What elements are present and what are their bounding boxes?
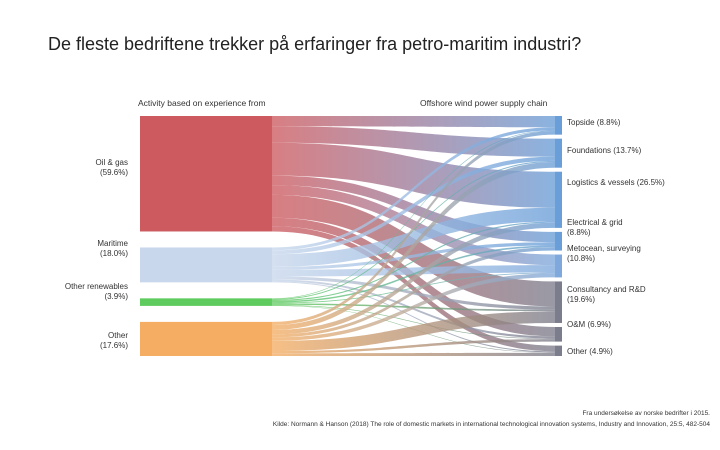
source-name-maritime: Maritime <box>97 239 128 248</box>
target-label-foundations: Foundations (13.7%) <box>567 146 642 155</box>
target-label-electrical: Electrical & grid (8.8%) <box>567 218 623 237</box>
flow-other-to-topside <box>272 131 555 326</box>
flow-renew-to-metocean <box>272 272 555 304</box>
flow-other-to-foundations <box>272 161 555 331</box>
flow-maritime-to-otherT <box>272 281 555 353</box>
target-label-logistics: Logistics & vessels (26.5%) <box>567 178 665 187</box>
flow-renew-to-foundations <box>272 160 555 300</box>
source-node-renew <box>140 298 272 306</box>
source-pct-other: (17.6%) <box>99 341 128 350</box>
flow-oilgas-to-logistics <box>272 142 555 208</box>
target-label-metocean: Metocean, surveying (10.8%) <box>567 244 641 263</box>
target-label-other: Other (4.9%) <box>567 347 613 356</box>
flow-renew-to-electrical <box>272 245 555 303</box>
source-label-other: Other (17.6%) <box>100 331 128 351</box>
footer-source: Kilde: Normann & Hanson (2018) The role … <box>272 421 710 428</box>
flow-other-to-electrical <box>272 247 555 338</box>
flow-maritime-to-metocean <box>272 265 555 277</box>
nodes-layer <box>140 116 562 356</box>
source-label-renew: Other renewables (3.9%) <box>65 282 128 302</box>
flow-other-to-consultancy <box>272 311 555 352</box>
flow-maritime-to-electrical <box>272 242 555 270</box>
flow-oilgas-to-foundations <box>272 126 555 157</box>
flow-renew-to-topside <box>272 130 555 299</box>
flow-oilgas-to-electrical <box>272 175 555 243</box>
target-node-om <box>555 326 562 342</box>
left-column-header: Activity based on experience from <box>138 98 266 108</box>
source-node-oilgas <box>140 116 272 232</box>
target-node-electrical <box>555 231 562 251</box>
flow-maritime-to-topside <box>272 127 555 251</box>
flow-oilgas-to-topside <box>272 116 555 128</box>
target-node-logistics <box>555 171 562 228</box>
flow-other-to-om <box>272 339 555 354</box>
flow-other-to-logistics <box>272 222 555 335</box>
flow-maritime-to-logistics <box>272 207 555 267</box>
flows-layer <box>272 116 555 356</box>
flow-renew-to-logistics <box>272 221 555 302</box>
flow-other-to-metocean <box>272 273 555 341</box>
source-node-other <box>140 321 272 356</box>
flow-maritime-to-foundations <box>272 156 555 255</box>
source-name-renew: Other renewables <box>64 282 128 291</box>
target-node-foundations <box>555 138 562 168</box>
target-node-consultancy <box>555 281 562 323</box>
source-pct-oilgas: (59.6%) <box>99 168 128 177</box>
source-name-other: Other <box>107 331 128 340</box>
source-pct-maritime: (18.0%) <box>99 249 128 258</box>
flow-oilgas-to-metocean <box>272 185 555 266</box>
target-label-consultancy: Consultancy and R&D (19.6%) <box>567 285 646 304</box>
right-column-header: Offshore wind power supply chain <box>420 98 548 108</box>
source-name-oilgas: Oil & gas <box>95 158 128 167</box>
flow-oilgas-to-consultancy <box>272 194 555 307</box>
target-node-otherT <box>555 345 562 356</box>
flow-renew-to-om <box>272 304 555 340</box>
flow-other-to-otherT <box>272 352 555 356</box>
slide-title: De fleste bedriftene trekker på erfaring… <box>48 34 582 54</box>
flow-oilgas-to-otherT <box>272 226 555 352</box>
target-node-metocean <box>555 254 562 278</box>
source-pct-renew: (3.9%) <box>104 292 128 301</box>
target-label-topside: Topside (8.8%) <box>567 118 621 127</box>
target-label-om: O&M (6.9%) <box>567 320 612 329</box>
footer-note: Fra undersøkelse av norske bedrifter i 2… <box>582 410 710 417</box>
source-label-oilgas: Oil & gas (59.6%) <box>96 158 128 178</box>
source-node-maritime <box>140 247 272 283</box>
target-node-topside <box>555 116 562 135</box>
source-label-maritime: Maritime (18.0%) <box>97 239 128 259</box>
